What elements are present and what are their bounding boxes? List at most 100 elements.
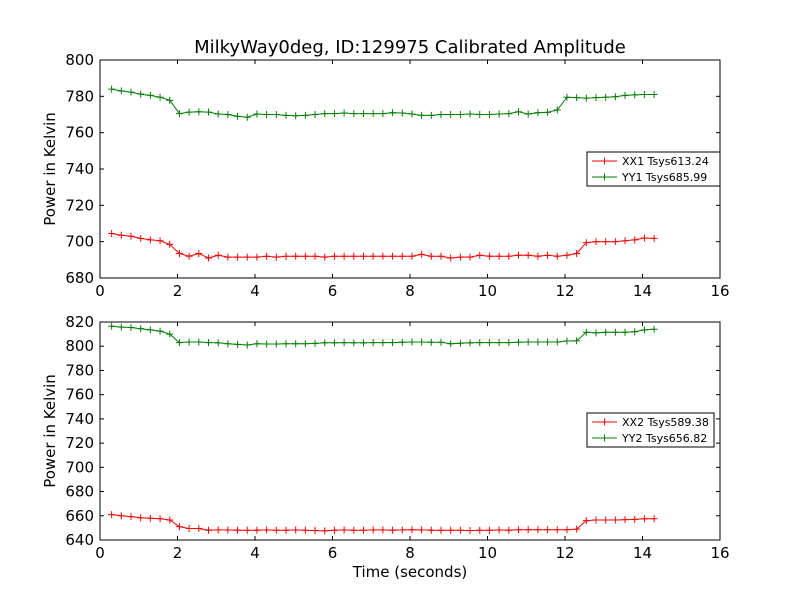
- legend-marker: [601, 418, 608, 426]
- axes-frame: [99, 321, 721, 541]
- data-point: [224, 340, 232, 348]
- x-tick-label: 12: [555, 544, 574, 562]
- data-point: [214, 526, 222, 534]
- data-point: [437, 526, 445, 534]
- data-point: [592, 94, 600, 102]
- data-point: [418, 111, 426, 119]
- data-point: [640, 234, 648, 242]
- data-point: [398, 109, 406, 117]
- data-point: [398, 526, 406, 534]
- data-point: [582, 328, 590, 336]
- data-point: [456, 253, 464, 261]
- x-tick-label: 0: [95, 544, 105, 562]
- legend-label: YY1 Tsys685.99: [621, 171, 707, 184]
- data-point: [631, 515, 639, 523]
- data-point: [379, 526, 387, 534]
- data-point: [272, 526, 280, 534]
- data-point: [117, 512, 125, 520]
- data-point: [340, 339, 348, 347]
- data-point: [573, 94, 581, 102]
- data-point: [456, 526, 464, 534]
- data-point: [447, 254, 455, 262]
- data-point: [437, 338, 445, 346]
- data-point: [427, 526, 435, 534]
- data-point: [524, 251, 532, 259]
- data-point: [592, 516, 600, 524]
- data-point: [563, 251, 571, 259]
- data-point: [573, 249, 581, 257]
- legend-label: XX2 Tsys589.38: [622, 416, 709, 429]
- data-point: [175, 523, 183, 531]
- data-point: [602, 328, 610, 336]
- y-tick-label: 800: [65, 51, 94, 69]
- data-point: [243, 341, 251, 349]
- data-point: [243, 113, 251, 121]
- x-tick-label: 14: [633, 544, 652, 562]
- data-point: [418, 250, 426, 258]
- data-point: [185, 252, 193, 260]
- y-tick-label: 760: [65, 386, 94, 404]
- data-point: [592, 238, 600, 246]
- data-point: [175, 339, 183, 347]
- data-point: [127, 88, 135, 96]
- data-point: [243, 253, 251, 261]
- data-point: [524, 338, 532, 346]
- data-point: [146, 514, 154, 522]
- data-point: [127, 513, 135, 521]
- data-point: [156, 237, 164, 245]
- data-point: [311, 339, 319, 347]
- x-tick-label: 2: [173, 282, 183, 300]
- data-point: [485, 526, 493, 534]
- data-point: [292, 526, 300, 534]
- data-point: [515, 338, 522, 346]
- data-point: [146, 326, 154, 334]
- data-point: [185, 338, 193, 346]
- data-point: [476, 339, 484, 347]
- data-point: [263, 340, 271, 348]
- data-point: [214, 251, 222, 259]
- data-point: [137, 234, 145, 242]
- y-tick-label: 720: [65, 196, 94, 214]
- data-point: [389, 526, 397, 534]
- data-point: [582, 239, 590, 247]
- data-point: [379, 110, 387, 118]
- data-point: [263, 252, 271, 260]
- data-point: [447, 526, 455, 534]
- data-point: [311, 111, 319, 118]
- plot-panel-2: 0 2 4 6 8 10 12 14 16 640 660 680 700 720 740 760 780 800…: [41, 313, 730, 581]
- data-point: [611, 516, 619, 524]
- data-point: [146, 236, 154, 244]
- x-tick-label: 8: [405, 544, 415, 562]
- data-point: [205, 526, 212, 534]
- data-point: [466, 110, 474, 118]
- data-point: [340, 526, 348, 534]
- data-point: [175, 249, 183, 257]
- data-point: [495, 110, 503, 118]
- data-point: [330, 110, 338, 118]
- data-point: [166, 516, 174, 524]
- data-point: [602, 93, 610, 101]
- data-point: [185, 108, 193, 116]
- chart-title: MilkyWay0deg, ID:129975 Calibrated Ampli…: [194, 37, 626, 58]
- data-point: [137, 514, 145, 522]
- data-point: [108, 511, 116, 519]
- data-point: [301, 111, 309, 119]
- data-point: [360, 110, 367, 118]
- data-point: [350, 339, 358, 347]
- data-point: [117, 231, 125, 239]
- data-point: [301, 340, 309, 348]
- data-point: [389, 339, 397, 347]
- y-tick-label: 780: [65, 361, 94, 379]
- data-point: [282, 111, 290, 119]
- legend-box: [586, 412, 715, 448]
- data-point: [650, 91, 658, 99]
- data-point: [224, 111, 232, 118]
- data-point: [476, 111, 484, 118]
- data-point: [631, 328, 639, 336]
- data-point: [466, 339, 474, 347]
- y-tick-label: 800: [65, 337, 94, 355]
- data-point: [195, 249, 203, 257]
- data-point: [360, 252, 367, 260]
